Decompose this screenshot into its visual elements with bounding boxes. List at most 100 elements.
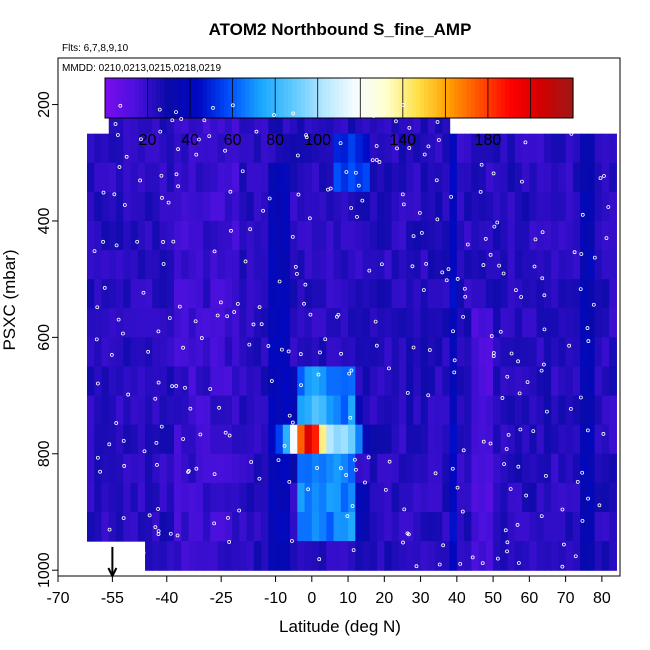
sample-point — [349, 368, 354, 373]
heatmap-cell — [152, 133, 161, 164]
heatmap-cell — [398, 133, 407, 164]
sample-point — [363, 480, 367, 485]
heatmap-cell — [195, 250, 204, 280]
heatmap-cell — [514, 162, 523, 193]
heatmap-cell — [565, 395, 574, 426]
heatmap-cell — [442, 133, 451, 164]
sample-point — [208, 387, 213, 391]
heatmap-cell — [210, 511, 219, 542]
heatmap-field — [83, 104, 617, 572]
sample-point — [194, 466, 199, 471]
sample-point — [531, 429, 536, 434]
colorbar-swatch — [475, 78, 480, 118]
heatmap-cell — [377, 366, 385, 397]
heatmap-cell — [108, 191, 117, 222]
heatmap-cell — [210, 220, 219, 251]
x-tick-label: 80 — [593, 590, 611, 607]
heatmap-cell — [137, 191, 146, 222]
heatmap-cell — [369, 366, 378, 397]
heatmap-cell — [188, 250, 197, 280]
sample-point — [299, 383, 303, 388]
heatmap-cell — [587, 250, 596, 280]
heatmap-cell — [239, 482, 248, 513]
heatmap-cell — [398, 250, 407, 280]
heatmap-cell — [391, 482, 400, 513]
sample-point — [541, 362, 546, 367]
heatmap-cell — [435, 162, 443, 193]
heatmap-cell — [268, 366, 277, 397]
heatmap-cell — [195, 279, 204, 309]
sample-point — [282, 443, 287, 448]
heatmap-cell — [108, 337, 117, 368]
heatmap-cell — [377, 541, 385, 571]
sample-point — [146, 349, 151, 354]
heatmap-cell — [391, 220, 400, 251]
heatmap-cell — [137, 395, 146, 426]
flights-label: Flts: 6,7,8,9,10 — [62, 43, 129, 54]
heatmap-cell — [275, 482, 284, 513]
sample-point — [212, 249, 217, 254]
heatmap-cell — [304, 541, 313, 571]
heatmap-cell — [340, 395, 349, 426]
heatmap-cell — [87, 511, 95, 542]
sample-point — [316, 372, 321, 377]
heatmap-cell — [464, 133, 472, 164]
heatmap-cell — [181, 337, 190, 368]
colorbar-swatch — [453, 78, 459, 118]
heatmap-cell — [500, 541, 509, 571]
sample-point — [424, 261, 429, 266]
sample-point — [344, 473, 349, 477]
heatmap-cell — [210, 308, 219, 338]
heatmap-cell — [558, 395, 567, 426]
heatmap-cell — [522, 308, 530, 338]
heatmap-cell — [340, 541, 349, 571]
sample-point — [170, 384, 175, 389]
sample-point — [452, 370, 457, 375]
heatmap-cell — [493, 366, 501, 397]
heatmap-cell — [442, 220, 451, 251]
heatmap-cell — [319, 366, 327, 397]
heatmap-cell — [224, 541, 233, 571]
sample-point — [411, 234, 416, 239]
sample-point — [383, 487, 388, 492]
heatmap-cell — [282, 162, 291, 193]
heatmap-cell — [152, 279, 161, 309]
heatmap-cell — [152, 250, 161, 280]
colorbar-swatch — [385, 78, 391, 118]
heatmap-cell — [137, 424, 146, 455]
heatmap-cell — [94, 511, 103, 542]
sample-point — [505, 374, 510, 379]
heatmap-cell — [152, 482, 161, 513]
sample-point — [304, 135, 309, 140]
sample-point — [410, 264, 415, 269]
heatmap-cell — [282, 453, 291, 484]
sample-point — [153, 525, 158, 530]
heatmap-cell — [326, 453, 335, 484]
heatmap-cell — [253, 104, 262, 135]
heatmap-cell — [261, 191, 269, 222]
heatmap-cell — [529, 541, 538, 571]
heatmap-cell — [601, 191, 610, 222]
heatmap-cell — [478, 366, 487, 397]
heatmap-cell — [522, 453, 530, 484]
sample-point — [495, 556, 500, 561]
heatmap-cell — [297, 366, 306, 397]
heatmap-cell — [514, 279, 523, 309]
heatmap-cell — [261, 366, 269, 397]
heatmap-cell — [587, 279, 596, 309]
heatmap-cell — [166, 191, 175, 222]
heatmap-cell — [507, 511, 516, 542]
heatmap-cell — [224, 104, 233, 135]
sample-point — [568, 406, 573, 411]
heatmap-cell — [253, 279, 262, 309]
heatmap-cell — [137, 308, 146, 338]
sample-point — [575, 480, 580, 484]
heatmap-cell — [340, 482, 349, 513]
heatmap-cell — [536, 133, 545, 164]
heatmap-cell — [108, 482, 117, 513]
heatmap-cell — [500, 482, 509, 513]
heatmap-cell — [601, 337, 610, 368]
heatmap-cell — [449, 453, 458, 484]
sample-point — [572, 250, 577, 255]
heatmap-cell — [108, 511, 117, 542]
